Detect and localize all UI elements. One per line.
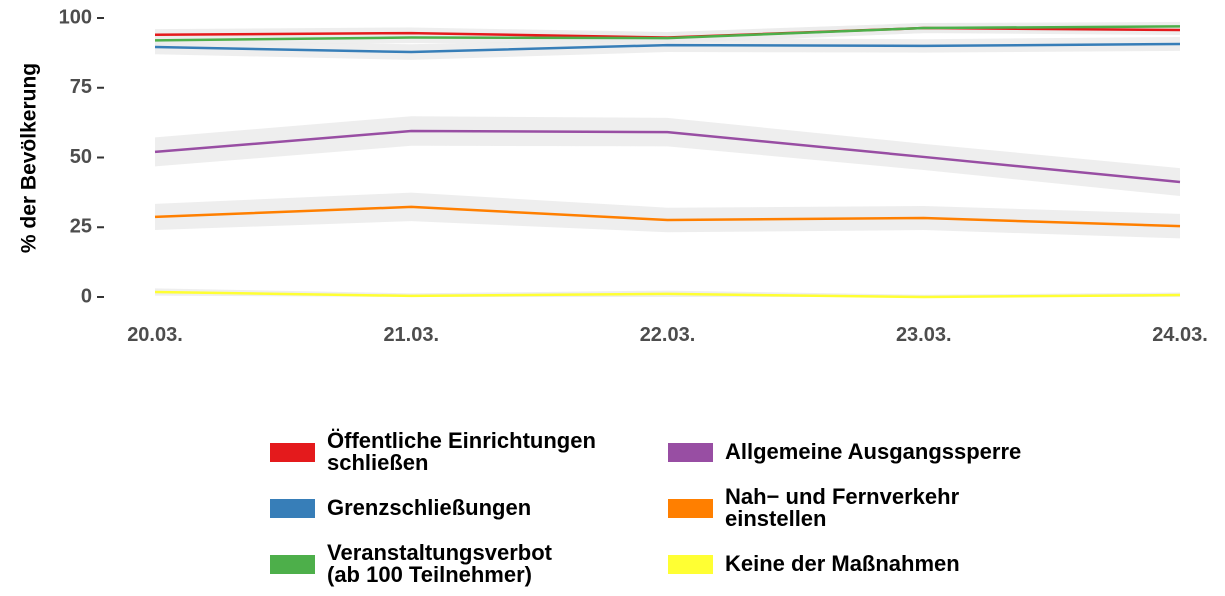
chart: % der Bevölkerung 0 25 50 75 100 20.03. 21.03.… bbox=[18, 6, 1208, 346]
x-tick-label: 20.03. bbox=[127, 324, 183, 346]
confidence-ribbon bbox=[155, 116, 1180, 197]
legend-item: Grenzschließungen bbox=[270, 481, 668, 535]
legend-item: Allgemeine Ausgangssperre bbox=[668, 423, 1068, 481]
y-tick-label: 50 bbox=[70, 146, 92, 168]
y-tick-label: 75 bbox=[70, 76, 92, 98]
legend-swatch bbox=[270, 498, 315, 518]
y-tick-label: 100 bbox=[59, 6, 92, 28]
x-tick-label: 21.03. bbox=[383, 324, 439, 346]
series-line bbox=[154, 290, 1181, 299]
series-line bbox=[154, 25, 1181, 42]
legend-swatch bbox=[668, 554, 713, 574]
confidence-ribbon bbox=[155, 36, 1180, 60]
legend-label: Grenzschließungen bbox=[327, 495, 532, 520]
x-tick-label: 24.03. bbox=[1152, 324, 1208, 346]
legend: Öffentliche Einrichtungen schließen Grenz… bbox=[270, 423, 1068, 593]
series-line bbox=[154, 42, 1181, 54]
y-tick-label: 25 bbox=[70, 216, 92, 238]
legend-swatch bbox=[270, 554, 315, 574]
x-tick-label: 22.03. bbox=[640, 324, 696, 346]
legend-swatch bbox=[668, 442, 713, 462]
confidence-ribbon bbox=[155, 192, 1180, 239]
legend-swatch bbox=[270, 442, 315, 462]
legend-item: Keine der Maßnahmen bbox=[668, 535, 1068, 593]
x-tick-label: 23.03. bbox=[896, 324, 952, 346]
legend-label: Öffentliche Einrichtungen schließen bbox=[327, 428, 596, 475]
legend-label: Veranstaltungsverbot (ab 100 Teilnehmer) bbox=[327, 540, 552, 587]
legend-label: Allgemeine Ausgangssperre bbox=[725, 439, 1022, 464]
legend-label: Nah− und Fernverkehr einstellen bbox=[725, 484, 960, 531]
legend-item: Nah− und Fernverkehr einstellen bbox=[668, 481, 1068, 535]
legend-item: Öffentliche Einrichtungen schließen bbox=[270, 423, 668, 481]
y-tick-label: 0 bbox=[81, 285, 92, 307]
series-line bbox=[154, 205, 1181, 228]
legend-swatch bbox=[668, 498, 713, 518]
legend-item: Veranstaltungsverbot (ab 100 Teilnehmer) bbox=[270, 535, 668, 593]
series-line bbox=[154, 129, 1181, 184]
y-axis-title: % der Bevölkerung bbox=[18, 63, 41, 253]
legend-label: Keine der Maßnahmen bbox=[725, 551, 960, 576]
